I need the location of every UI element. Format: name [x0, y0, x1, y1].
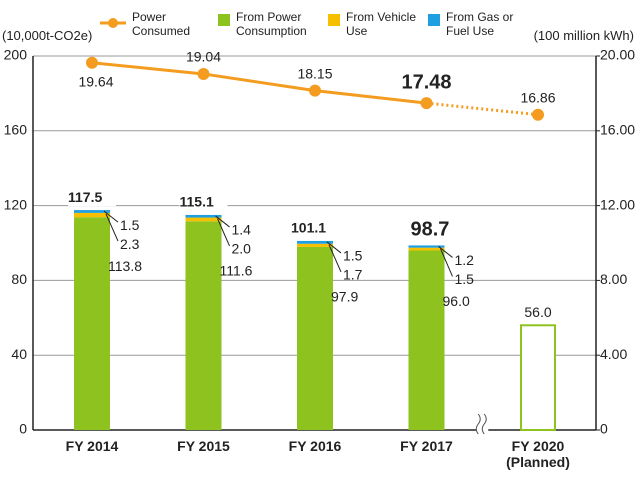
value-label: 1.5 — [120, 217, 140, 233]
line-point — [532, 108, 544, 121]
leader-line — [328, 244, 342, 273]
legend-label: From Power Consumption — [236, 10, 307, 38]
total-label: 98.7 — [411, 219, 450, 241]
value-label: 1.4 — [232, 222, 252, 238]
leader-line — [438, 246, 453, 258]
y-tick-label: 160 — [4, 122, 28, 138]
line-point — [420, 97, 433, 110]
bar-segment — [74, 212, 110, 218]
y-tick-label: 0 — [19, 421, 27, 437]
leader-line — [105, 213, 119, 242]
bar-segment — [408, 250, 445, 430]
y2-tick-label: 20.00 — [600, 47, 635, 63]
legend-label: From Gas or Fuel Use — [446, 10, 514, 38]
x-tick-label: FY 2020 (Planned) — [506, 438, 570, 470]
y-tick-label: 80 — [11, 271, 27, 287]
legend-label: Power Consumed — [132, 10, 191, 38]
value-label: 1.7 — [343, 267, 363, 283]
total-label-bg — [179, 192, 228, 211]
y2-axis-label: (100 million kWh) — [533, 28, 634, 43]
bar-segment — [74, 210, 110, 213]
leader-line — [326, 241, 342, 254]
x-tick-label: FY 2015 — [177, 438, 230, 454]
axis-break — [481, 413, 487, 435]
line-label: 18.15 — [297, 65, 332, 81]
legend-dot — [108, 18, 118, 28]
value-label: 2.3 — [120, 236, 140, 252]
axis-break — [475, 413, 481, 435]
line-point — [197, 67, 210, 80]
y-tick-label: 200 — [4, 47, 28, 63]
value-label: 113.8 — [108, 258, 142, 274]
total-label-bg — [291, 218, 339, 237]
axis-break-bg — [476, 414, 489, 434]
total-label: 115.1 — [180, 194, 214, 210]
leader-line — [440, 248, 453, 277]
y2-tick-label: 0 — [600, 421, 608, 437]
total-label-bg — [402, 223, 451, 242]
legend-label: From Vehicle Use — [346, 10, 417, 38]
total-label: 101.1 — [291, 220, 326, 236]
value-label: 97.9 — [331, 289, 358, 305]
bar-segment — [74, 217, 110, 430]
total-label: 56.0 — [524, 304, 551, 320]
y2-tick-label: 16.00 — [600, 122, 635, 138]
bar-segment — [297, 246, 333, 430]
bar-segment — [185, 214, 222, 218]
bar-segment — [297, 243, 333, 247]
total-label-bg — [68, 188, 116, 207]
x-tick-label: FY 2016 — [288, 438, 342, 454]
legend-swatch — [328, 14, 340, 26]
total-label: 117.5 — [68, 189, 102, 205]
planned-bar — [520, 324, 556, 431]
value-label: 1.5 — [343, 248, 363, 264]
y2-tick-label: 12.00 — [600, 196, 635, 212]
legend-swatch — [218, 14, 230, 26]
line-label: 16.86 — [520, 89, 555, 105]
line — [91, 61, 427, 105]
y2-tick-label: 4.00 — [600, 346, 627, 362]
legend-swatch — [428, 14, 440, 26]
line-label: 17.48 — [401, 71, 451, 93]
value-label: 111.6 — [220, 263, 253, 279]
line-label: 19.04 — [186, 49, 221, 65]
line-label: 19.64 — [78, 73, 113, 89]
value-label: 96.0 — [443, 293, 470, 309]
line-planned — [426, 101, 539, 117]
bar-segment — [297, 240, 333, 244]
x-tick-label: FY 2017 — [400, 438, 453, 454]
y-axis-label: (10,000t-CO2e) — [2, 28, 93, 43]
leader-line — [215, 215, 230, 228]
x-tick-label: FY 2014 — [65, 438, 119, 454]
bar-segment — [408, 247, 445, 251]
leader-line — [217, 218, 230, 247]
line-point — [86, 56, 98, 69]
bar-segment — [185, 217, 222, 222]
leader-line — [103, 210, 119, 223]
y2-tick-label: 8.00 — [600, 271, 627, 287]
total-label-bg — [518, 305, 558, 322]
y-tick-label: 40 — [11, 346, 27, 362]
value-label: 1.5 — [455, 271, 475, 287]
bar-segment — [408, 245, 445, 248]
y-tick-label: 120 — [4, 196, 28, 212]
value-label: 1.2 — [455, 252, 475, 268]
bar-segment — [185, 221, 222, 430]
line-point — [309, 84, 321, 97]
value-label: 2.0 — [232, 241, 252, 257]
